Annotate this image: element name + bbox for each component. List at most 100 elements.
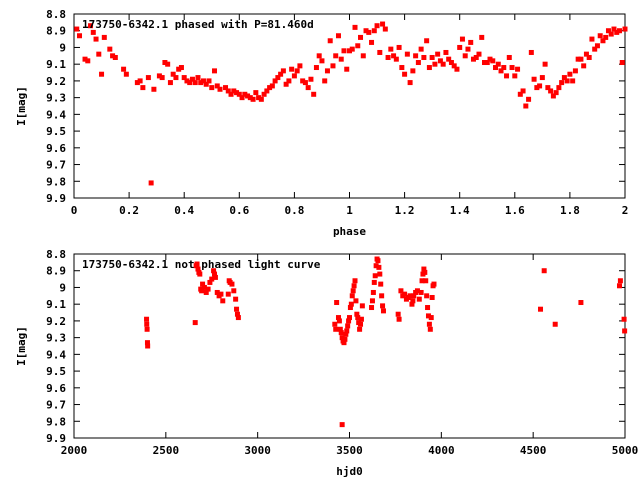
data-point: [605, 28, 611, 34]
data-point: [225, 291, 231, 297]
data-point: [493, 65, 499, 71]
data-point: [162, 60, 168, 66]
data-point: [355, 315, 361, 321]
data-point: [470, 56, 476, 62]
data-point: [218, 291, 224, 297]
data-point: [234, 311, 240, 317]
data-point: [409, 301, 415, 307]
y-tick-label: 9.8: [46, 175, 66, 188]
data-point: [242, 91, 248, 97]
x-tick-label: 3000: [244, 444, 271, 457]
data-point: [350, 288, 356, 294]
x-axis-label: phase: [333, 225, 366, 238]
data-point: [159, 75, 165, 81]
data-point: [451, 63, 457, 69]
x-tick-label: 1.6: [505, 204, 525, 217]
data-point: [608, 31, 614, 37]
data-point: [380, 21, 386, 27]
data-point: [88, 23, 94, 29]
data-point: [616, 28, 622, 34]
data-point: [376, 264, 382, 270]
data-point: [261, 91, 267, 97]
data-point: [473, 54, 479, 60]
data-point: [586, 54, 592, 60]
data-point: [195, 75, 201, 81]
data-point: [371, 28, 377, 34]
data-point: [250, 96, 256, 102]
chart-title: 173750-6342.1 not phased light curve: [82, 258, 321, 271]
data-point: [382, 26, 388, 32]
x-tick-label: 3500: [336, 444, 363, 457]
data-point: [512, 73, 518, 79]
y-axis-ticks: 8.8 8.9 9 9.1 9.2 9.3 9.4 9.5 9.6 9.7 9.8 9.9: [46, 8, 625, 205]
data-point: [410, 298, 416, 304]
data-point: [275, 75, 281, 81]
data-point: [283, 81, 289, 87]
data-point: [269, 83, 275, 89]
data-point: [457, 44, 463, 50]
data-point: [425, 313, 431, 319]
data-point: [93, 36, 99, 42]
data-point: [96, 51, 102, 57]
data-point: [231, 288, 237, 294]
data-point: [603, 34, 609, 40]
data-point: [459, 36, 465, 42]
data-point: [123, 71, 129, 77]
data-point: [189, 76, 195, 82]
y-tick-label: 9.8: [46, 415, 66, 428]
data-point: [234, 306, 240, 312]
data-point: [542, 61, 548, 67]
x-axis-ticks: 0 0.2 0.4 0.6 0.8 1 1.2 1.4 1.6 1.8 2: [71, 14, 628, 217]
data-point: [354, 311, 360, 317]
data-point: [564, 78, 570, 84]
data-point: [200, 281, 206, 287]
data-point: [278, 71, 284, 77]
data-point: [465, 46, 471, 52]
data-point: [347, 48, 352, 54]
data-point: [359, 303, 365, 309]
data-point: [622, 328, 628, 334]
data-point: [429, 54, 435, 60]
data-point: [333, 326, 339, 332]
data-point: [280, 68, 286, 74]
data-point: [476, 51, 482, 57]
data-point: [578, 300, 584, 306]
data-point: [235, 315, 241, 321]
data-point: [424, 293, 430, 299]
data-point: [313, 65, 319, 71]
data-point: [583, 51, 589, 57]
data-point: [335, 33, 341, 39]
data-point: [344, 328, 350, 334]
data-point: [85, 58, 91, 64]
data-point: [349, 46, 355, 52]
data-point: [495, 61, 501, 67]
data-point: [575, 56, 581, 62]
data-points: [74, 21, 628, 186]
data-point: [338, 56, 344, 62]
data-point: [550, 93, 556, 99]
y-tick-label: 9.4: [46, 348, 66, 361]
data-point: [371, 279, 377, 285]
data-point: [297, 63, 303, 69]
data-point: [435, 51, 441, 57]
y-tick-label: 9.3: [46, 332, 66, 345]
data-point: [327, 38, 333, 44]
data-point: [414, 288, 420, 294]
x-tick-label: 1.4: [450, 204, 470, 217]
x-tick-label: 0: [71, 204, 78, 217]
y-tick-label: 9.6: [46, 382, 66, 395]
data-point: [424, 38, 430, 44]
data-point: [377, 49, 383, 55]
data-point: [360, 53, 366, 59]
data-point: [343, 331, 349, 337]
data-point: [178, 65, 184, 71]
data-point: [77, 33, 83, 39]
x-axis-label: hjd0: [336, 465, 363, 478]
data-point: [264, 88, 270, 94]
data-point: [205, 286, 211, 292]
data-point: [192, 80, 198, 86]
data-point: [411, 293, 417, 299]
data-point: [426, 321, 432, 327]
data-point: [393, 56, 399, 62]
data-point: [203, 289, 209, 295]
